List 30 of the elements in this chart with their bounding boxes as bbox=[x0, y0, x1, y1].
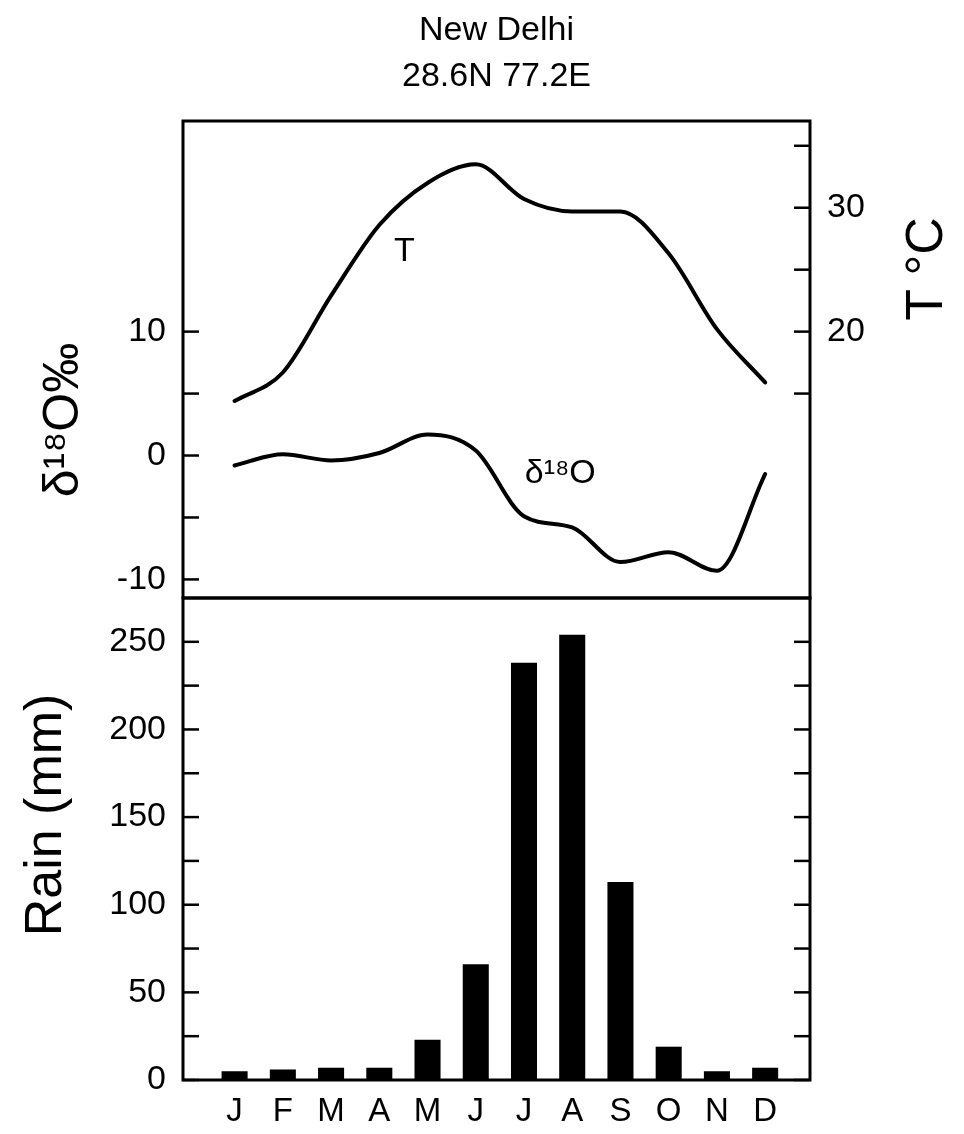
chart-subtitle: 28.6N 77.2E bbox=[401, 54, 592, 94]
y-tick-label: 100 bbox=[109, 883, 166, 922]
y-tick-label: 50 bbox=[128, 970, 166, 1009]
chart-title: New Delhi bbox=[418, 8, 575, 48]
series-label: δ¹⁸O bbox=[524, 451, 596, 490]
x-tick-label: N bbox=[704, 1090, 729, 1128]
y2-tick-label: 20 bbox=[827, 310, 865, 348]
y2-tick-label: 30 bbox=[827, 186, 865, 225]
x-tick-label: J bbox=[226, 1090, 243, 1128]
x-tick-label: D bbox=[753, 1090, 778, 1128]
y-tick-label: 10 bbox=[128, 310, 166, 348]
y-tick-label: -10 bbox=[116, 557, 166, 596]
x-tick-label: M bbox=[317, 1090, 345, 1128]
x-tick-label: A bbox=[561, 1090, 584, 1128]
y-tick-label: 0 bbox=[147, 1058, 166, 1097]
y-axis-title: δ¹⁸O‰ bbox=[32, 342, 89, 498]
x-tick-label: S bbox=[609, 1090, 632, 1128]
series-label: T bbox=[393, 230, 415, 269]
x-tick-label: J bbox=[467, 1090, 485, 1128]
x-tick-label: A bbox=[368, 1090, 391, 1128]
x-tick-label: M bbox=[413, 1090, 442, 1128]
x-tick-label: J bbox=[515, 1090, 533, 1128]
x-tick-label: O bbox=[655, 1090, 682, 1128]
y-tick-label: 150 bbox=[109, 795, 166, 834]
y-tick-label: 0 bbox=[147, 433, 166, 472]
y-tick-label: 200 bbox=[109, 707, 166, 746]
y-tick-label: 250 bbox=[109, 620, 166, 659]
y-axis-title: Rain (mm) bbox=[14, 693, 73, 937]
x-tick-label: F bbox=[272, 1090, 293, 1128]
y2-axis-title: T °C bbox=[895, 217, 954, 321]
